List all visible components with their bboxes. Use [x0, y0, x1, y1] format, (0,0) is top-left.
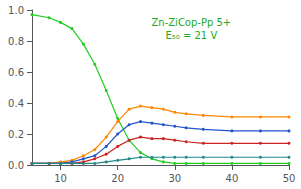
- svg-text:0.4: 0.4: [8, 98, 24, 109]
- svg-text:Zn-ZiCop-Pp 5+: Zn-ZiCop-Pp 5+: [151, 17, 231, 28]
- svg-text:50: 50: [283, 173, 296, 184]
- svg-text:0.0: 0.0: [8, 160, 24, 171]
- svg-text:0.6: 0.6: [8, 67, 24, 78]
- svg-text:30: 30: [168, 173, 181, 184]
- svg-text:0.2: 0.2: [8, 129, 24, 140]
- svg-text:40: 40: [226, 173, 239, 184]
- svg-text:1.0: 1.0: [8, 5, 24, 16]
- svg-text:20: 20: [111, 173, 124, 184]
- svg-text:10: 10: [54, 173, 67, 184]
- svg-text:E₅₀ = 21 V: E₅₀ = 21 V: [165, 30, 217, 41]
- svg-text:0.8: 0.8: [8, 36, 24, 47]
